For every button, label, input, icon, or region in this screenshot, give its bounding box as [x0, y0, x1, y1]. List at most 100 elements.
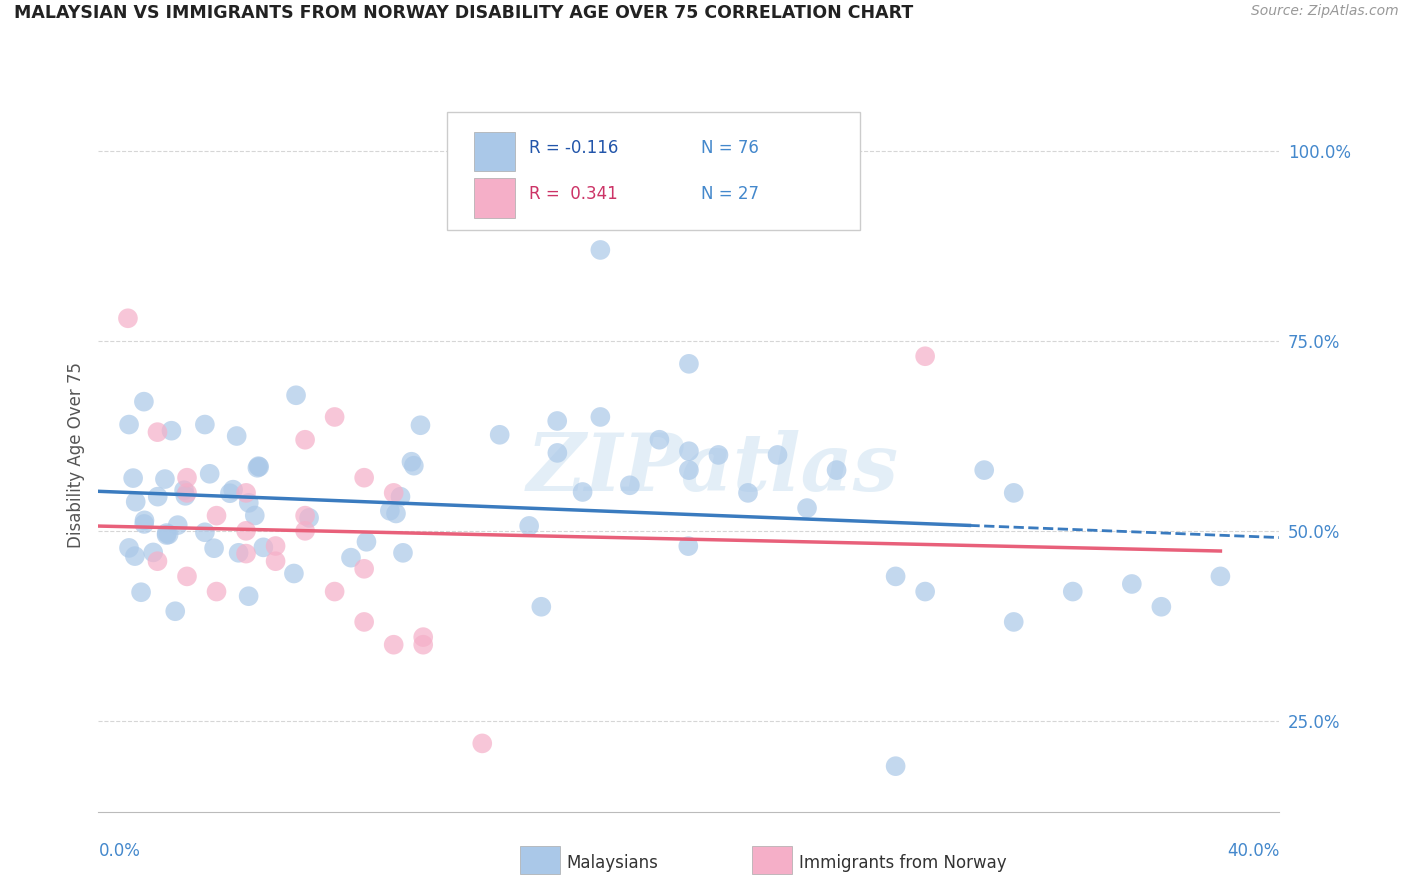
Point — [353, 562, 375, 576]
Point — [124, 549, 146, 563]
Point — [298, 511, 321, 525]
Point — [546, 446, 568, 460]
Point — [648, 433, 671, 447]
Point — [737, 486, 759, 500]
Text: Source: ZipAtlas.com: Source: ZipAtlas.com — [1251, 4, 1399, 19]
Point — [129, 585, 152, 599]
Point — [205, 508, 228, 523]
Point — [205, 584, 228, 599]
Point — [412, 630, 434, 644]
Point — [219, 486, 242, 500]
Point — [225, 429, 247, 443]
Point — [619, 478, 641, 492]
Point — [546, 414, 568, 428]
Point — [884, 759, 907, 773]
Point — [294, 508, 316, 523]
Point — [707, 448, 730, 462]
Text: 40.0%: 40.0% — [1227, 842, 1279, 860]
Point — [134, 513, 156, 527]
Point — [914, 349, 936, 363]
Point — [402, 458, 425, 473]
Point — [353, 471, 375, 485]
Point — [156, 526, 179, 541]
Text: N = 76: N = 76 — [700, 139, 759, 157]
Point — [235, 486, 257, 500]
Point — [517, 519, 540, 533]
Point — [235, 524, 257, 538]
Y-axis label: Disability Age Over 75: Disability Age Over 75 — [66, 362, 84, 548]
Point — [382, 486, 405, 500]
Point — [766, 448, 789, 462]
Point — [228, 546, 250, 560]
Point — [382, 638, 405, 652]
Point — [323, 409, 346, 424]
Text: N = 27: N = 27 — [700, 186, 759, 203]
Point — [155, 528, 177, 542]
Text: Immigrants from Norway: Immigrants from Norway — [799, 854, 1007, 871]
FancyBboxPatch shape — [447, 112, 860, 230]
Point — [283, 566, 305, 581]
Point — [589, 409, 612, 424]
Point — [884, 569, 907, 583]
Point — [134, 516, 156, 531]
Point — [914, 584, 936, 599]
Point — [409, 418, 432, 433]
Point — [247, 459, 270, 474]
FancyBboxPatch shape — [474, 178, 516, 218]
Point — [1062, 584, 1084, 599]
Point — [678, 539, 700, 553]
Point — [973, 463, 995, 477]
Point — [194, 525, 217, 540]
Point — [160, 424, 183, 438]
Text: ZIPatlas: ZIPatlas — [526, 431, 898, 508]
Point — [146, 490, 169, 504]
Point — [222, 483, 245, 497]
Point — [488, 427, 510, 442]
Point — [235, 547, 257, 561]
Point — [678, 444, 700, 458]
Point — [1121, 577, 1143, 591]
Point — [392, 546, 415, 560]
Point — [153, 472, 176, 486]
Point — [678, 463, 700, 477]
Point — [166, 518, 188, 533]
Point — [252, 541, 274, 555]
Point — [412, 638, 434, 652]
Point — [294, 433, 316, 447]
Point — [146, 554, 169, 568]
Point — [238, 589, 260, 603]
FancyBboxPatch shape — [474, 132, 516, 171]
Point — [1150, 599, 1173, 614]
Point — [118, 417, 141, 432]
Point — [132, 394, 155, 409]
Point — [1002, 486, 1025, 500]
Point — [238, 496, 260, 510]
Point — [194, 417, 217, 432]
Point — [246, 460, 269, 475]
Point — [678, 357, 700, 371]
Point — [825, 463, 848, 477]
Point — [264, 554, 287, 568]
Point — [389, 490, 412, 504]
Point — [243, 508, 266, 523]
Text: R =  0.341: R = 0.341 — [530, 186, 619, 203]
Point — [202, 541, 225, 556]
Text: MALAYSIAN VS IMMIGRANTS FROM NORWAY DISABILITY AGE OVER 75 CORRELATION CHART: MALAYSIAN VS IMMIGRANTS FROM NORWAY DISA… — [14, 4, 914, 22]
Point — [340, 550, 363, 565]
Point — [571, 485, 593, 500]
Point — [471, 736, 494, 750]
Point — [198, 467, 221, 481]
Text: Malaysians: Malaysians — [567, 854, 658, 871]
Point — [356, 534, 378, 549]
Point — [1002, 615, 1025, 629]
Point — [285, 388, 308, 402]
Point — [264, 539, 287, 553]
Text: R = -0.116: R = -0.116 — [530, 139, 619, 157]
Point — [174, 489, 197, 503]
Point — [378, 504, 401, 518]
Point — [173, 483, 195, 498]
Point — [142, 545, 165, 559]
Point — [146, 425, 169, 439]
Point — [401, 455, 423, 469]
Point — [385, 507, 408, 521]
